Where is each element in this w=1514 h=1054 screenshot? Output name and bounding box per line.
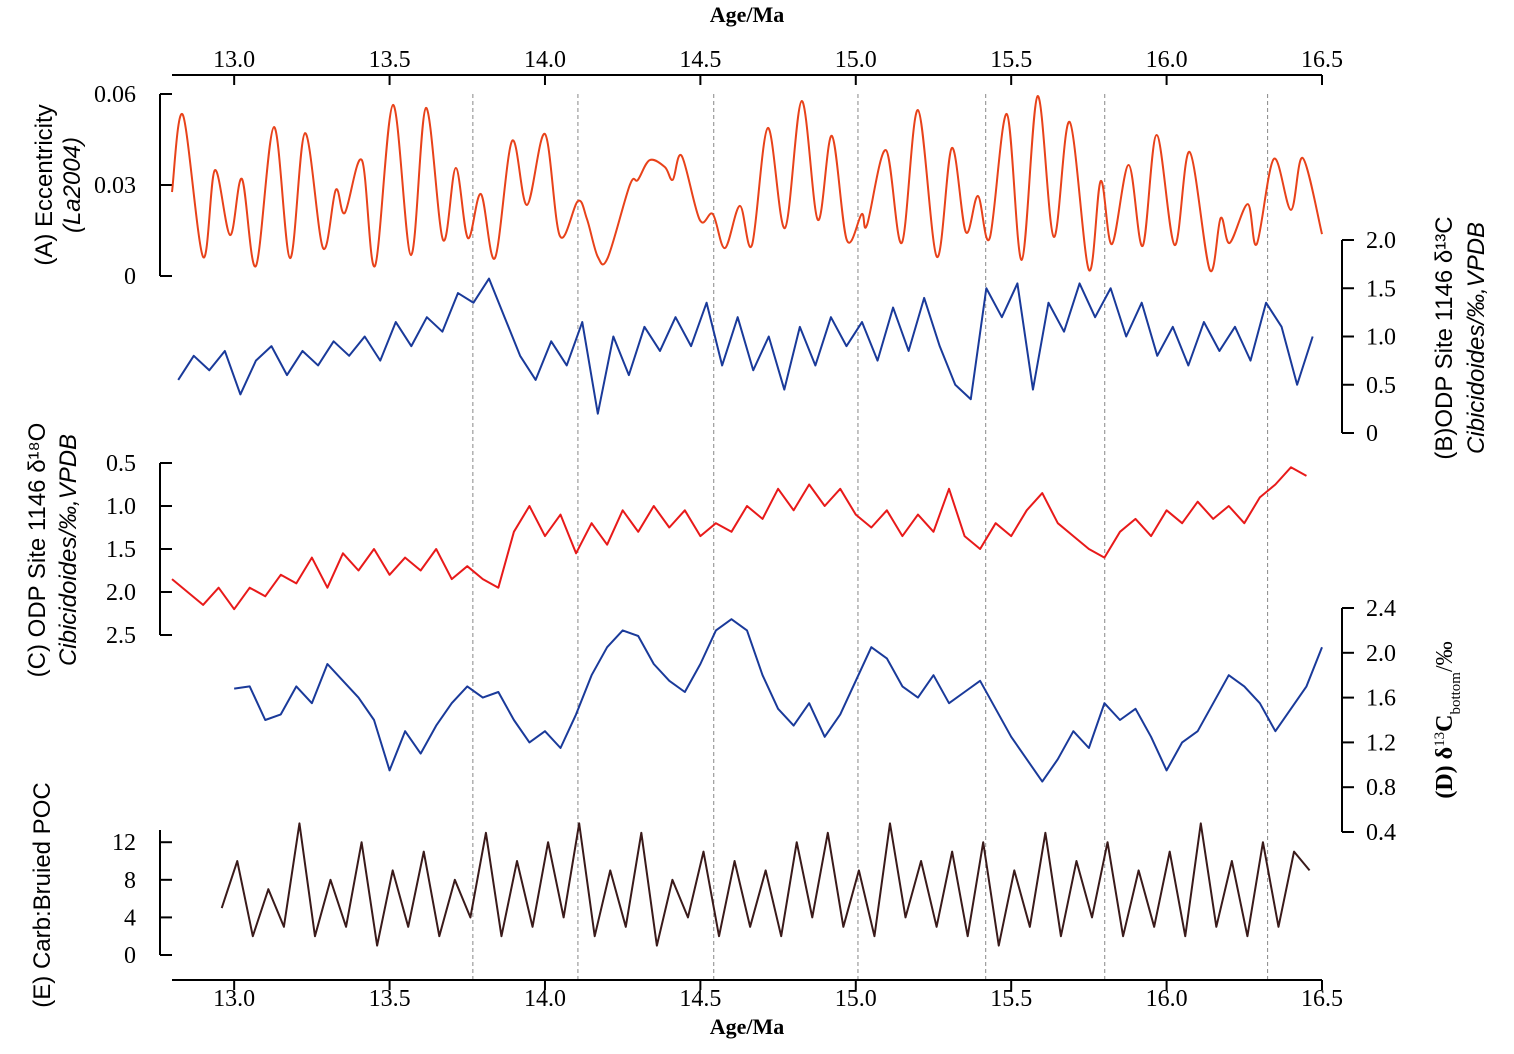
y-axis-label: (B)ODP Site 1146 δ¹³C (1431, 216, 1458, 459)
y-tick-label: 0 (124, 943, 136, 969)
y-tick-label: 1.0 (106, 494, 136, 520)
y-axis-label: (A) Eccentricity (31, 104, 58, 265)
y-tick-label: 0 (124, 264, 136, 290)
y-tick-label: 2.0 (1366, 228, 1396, 254)
y-axis-label-part: bottom (1448, 672, 1464, 715)
y-tick-label: 2.5 (106, 623, 136, 649)
y-axis-label: (C) ODP Site 1146 δ¹⁸O (24, 423, 51, 678)
data-line (171, 466, 1307, 611)
y-tick-label: 1.6 (1366, 686, 1396, 712)
y-tick-label: 0 (1366, 421, 1378, 447)
y-tick-label: 1.0 (1366, 325, 1396, 351)
y-tick-label: 2.0 (1366, 641, 1396, 667)
data-line (234, 618, 1323, 783)
x-tick-label: 13.5 (369, 47, 411, 73)
x-tick-label: 15.0 (835, 47, 877, 73)
x-tick-label: 13.0 (213, 47, 255, 73)
y-axis-label-part: /‰ (1432, 641, 1458, 672)
y-axis-label: Cibicidoides/‰,VPDB (1463, 222, 1490, 454)
y-tick-label: 0.06 (94, 82, 136, 108)
y-tick-label: 0.03 (94, 173, 136, 199)
y-axis-label-part: (D) δ (1432, 747, 1458, 799)
y-tick-label: 0.5 (106, 451, 136, 477)
data-line (220, 822, 1311, 947)
y-tick-label: 0.5 (1366, 373, 1396, 399)
x-tick-label: 13.0 (213, 986, 255, 1012)
y-tick-label: 2.0 (106, 580, 136, 606)
y-axis-label: Cibicidoides/‰,VPDB (55, 434, 82, 666)
x-tick-label: 16.5 (1301, 47, 1343, 73)
bottom-axis-title: Age/Ma (710, 1014, 785, 1039)
x-tick-label: 14.5 (679, 986, 721, 1012)
y-axis-label: (E) Carb:Bruied POC (29, 782, 56, 1007)
x-tick-label: 14.0 (524, 986, 566, 1012)
x-tick-label: 15.0 (835, 986, 877, 1012)
y-tick-label: 12 (112, 830, 136, 856)
y-tick-label: 1.5 (106, 537, 136, 563)
x-tick-label: 14.0 (524, 47, 566, 73)
data-line (177, 277, 1314, 415)
top-axis-title: Age/Ma (710, 2, 785, 27)
y-axis-label-part: C (1432, 715, 1458, 732)
x-tick-label: 16.5 (1301, 986, 1343, 1012)
y-tick-label: 1.2 (1366, 730, 1396, 756)
x-tick-label: 13.5 (369, 986, 411, 1012)
x-tick-label: 15.5 (990, 986, 1032, 1012)
data-line (171, 95, 1323, 273)
x-tick-label: 16.0 (1146, 47, 1188, 73)
y-tick-label: 1.5 (1366, 276, 1396, 302)
y-tick-label: 8 (124, 868, 136, 894)
x-tick-label: 16.0 (1146, 986, 1188, 1012)
y-tick-label: 4 (124, 905, 136, 931)
y-axis-label: (D) δ13Cbottom/‰ (1432, 641, 1464, 798)
x-tick-label: 14.5 (679, 47, 721, 73)
y-axis-label: (La2004) (59, 137, 86, 233)
y-axis-label-part: 13 (1432, 732, 1448, 747)
x-tick-label: 15.5 (990, 47, 1032, 73)
y-tick-label: 2.4 (1366, 596, 1396, 622)
y-tick-label: 0.8 (1366, 775, 1396, 801)
y-tick-label: 0.4 (1366, 820, 1396, 846)
